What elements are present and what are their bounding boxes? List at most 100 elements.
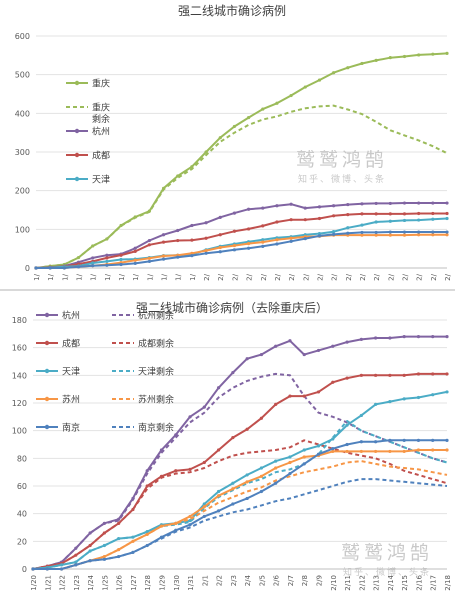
series-0-point: [416, 335, 421, 339]
series-2-point: [416, 372, 421, 376]
chart-title: 强二线城市确诊病例（去除重庆后）: [136, 300, 328, 315]
series-2-point: [259, 416, 264, 420]
series-0-point: [402, 54, 407, 59]
series-2-point: [161, 233, 166, 237]
x-tick-label: 1/: [161, 273, 169, 280]
series-0-line: [35, 52, 448, 269]
series-0-point: [302, 352, 306, 357]
legend-marker: [44, 368, 50, 374]
x-tick-label: 2/: [217, 273, 225, 280]
y-tick-label: 60: [17, 482, 27, 491]
series-4-point: [416, 395, 421, 400]
series-2-point: [346, 202, 350, 207]
x-tick-label: 1/: [132, 273, 140, 280]
series-6-point: [359, 449, 363, 454]
x-tick-label: 2/18: [444, 575, 452, 591]
x-tick-label: 2/11: [344, 575, 352, 591]
series-0-point: [360, 61, 364, 66]
series-6-point: [417, 230, 421, 234]
series-6-point: [445, 448, 449, 452]
series-4-point: [445, 216, 449, 221]
series-6-point: [62, 266, 66, 270]
series-6-point: [345, 449, 349, 454]
series-6-point: [204, 251, 208, 255]
x-tick-label: 1/31: [187, 575, 195, 591]
series-4-point: [402, 397, 406, 401]
series-0-point: [374, 58, 378, 62]
legend-label: 成都剩余: [138, 338, 174, 350]
x-tick-label: 2/: [331, 273, 339, 280]
series-8-point: [145, 543, 149, 548]
series-8-point: [231, 502, 235, 506]
series-3-point: [176, 238, 180, 243]
series-4-point: [360, 223, 364, 227]
legend-marker: [74, 176, 80, 182]
y-tick-label: 140: [12, 371, 27, 380]
x-tick-label: 2/: [387, 273, 395, 280]
legend-marker: [44, 396, 50, 402]
legend-marker: [74, 128, 80, 134]
series-2-point: [316, 390, 321, 394]
series-3-point: [190, 238, 194, 242]
series-9-line: [33, 478, 448, 570]
series-5-point: [374, 233, 378, 237]
series-6-point: [388, 449, 392, 454]
series-6-point: [346, 231, 350, 235]
series-2-point: [374, 373, 378, 377]
series-0-point: [204, 150, 208, 154]
chart-top: 强二线城市确诊病例 0 100 200 300 400 500 600 1/1/1/1/1/1/…: [15, 3, 452, 281]
series-0-point: [188, 415, 192, 419]
series-2-point: [360, 202, 364, 206]
series-0-point: [232, 124, 237, 129]
series-6-point: [48, 266, 52, 270]
series-5-point: [289, 236, 293, 240]
series-0-point: [218, 136, 222, 140]
y-tick-label: 180: [12, 316, 27, 325]
series-4-point: [119, 257, 123, 262]
series-5-point: [360, 233, 364, 237]
x-tick-label: 2/10: [330, 575, 338, 591]
series-8-point: [188, 523, 192, 527]
series-2-point: [246, 207, 251, 211]
series-0-point: [359, 337, 363, 341]
x-tick-label: 1/: [76, 273, 84, 280]
series-6-point: [202, 505, 206, 509]
series-0-point: [388, 336, 392, 340]
series-3-point: [303, 218, 307, 222]
series-2-point: [302, 394, 306, 398]
series-4-point: [316, 444, 321, 448]
y-tick-label: 500: [15, 71, 30, 80]
legend-label: 剩余: [92, 113, 110, 125]
series-2-point: [232, 211, 237, 215]
series-0-point: [332, 71, 336, 75]
series-0-point: [317, 78, 322, 82]
x-tick-label: 2/1: [201, 575, 209, 586]
series-2-line: [35, 202, 447, 269]
x-tick-label: 2/16: [415, 574, 423, 590]
series-3-point: [161, 240, 166, 244]
series-4-point: [332, 230, 336, 234]
x-tick-label: 2/: [345, 273, 353, 280]
series-2-point: [431, 372, 435, 376]
series-6-point: [176, 255, 180, 259]
series-4-point: [302, 448, 306, 452]
series-4-point: [261, 238, 265, 242]
series-0-point: [275, 101, 279, 105]
series-8-point: [316, 452, 321, 456]
series-6-line: [36, 231, 447, 269]
legend-marker: [74, 80, 80, 86]
series-6-point: [360, 230, 364, 235]
series-8-point: [259, 489, 264, 494]
y-tick-label: 20: [17, 537, 27, 546]
series-6-point: [174, 521, 178, 525]
x-tick-label: 2/: [316, 273, 324, 280]
x-tick-label: 2/5: [258, 575, 266, 586]
legend-label: 杭州: [62, 310, 80, 322]
series-6-point: [402, 230, 407, 234]
series-6-point: [303, 237, 307, 241]
legend-label: 杭州剩余: [138, 310, 174, 322]
series-2-point: [417, 201, 421, 205]
series-2-point: [289, 202, 293, 206]
series-8-point: [331, 447, 335, 451]
series-6-point: [374, 230, 378, 235]
